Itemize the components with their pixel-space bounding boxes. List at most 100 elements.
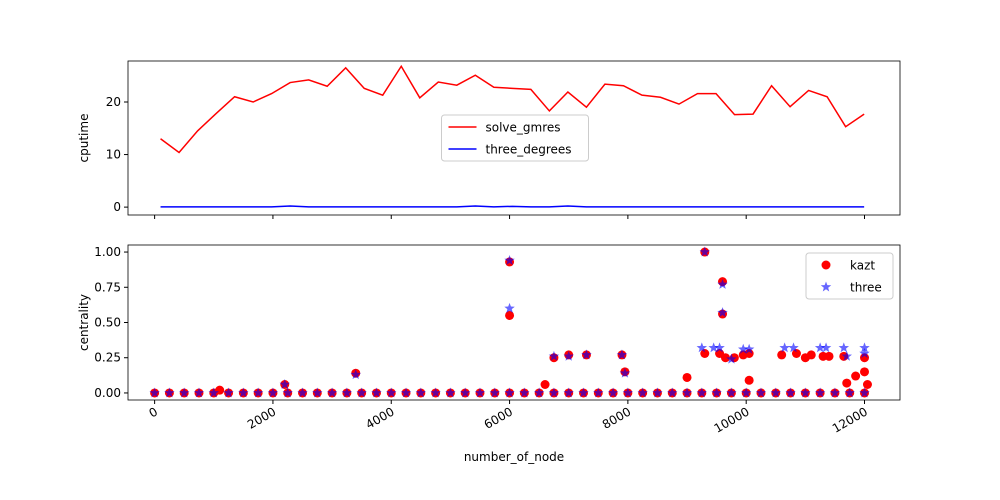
- point: [341, 387, 353, 398]
- point: [607, 387, 619, 398]
- y-tick-label: 1.00: [94, 245, 121, 259]
- point: [788, 342, 799, 353]
- point: [474, 387, 486, 398]
- point: [400, 387, 412, 398]
- legend: kazt three: [805, 252, 894, 300]
- point: [252, 387, 264, 398]
- point: [859, 348, 870, 358]
- point: [193, 387, 205, 398]
- point: [667, 387, 678, 398]
- legend-swatch: [821, 260, 831, 270]
- point: [540, 380, 550, 389]
- x-tick-label: 0: [147, 404, 161, 420]
- point: [430, 387, 441, 398]
- point: [740, 387, 752, 398]
- point: [829, 387, 841, 398]
- point: [533, 387, 545, 398]
- line: [160, 205, 865, 208]
- point: [700, 349, 710, 358]
- point: [726, 353, 737, 364]
- point: [279, 379, 290, 389]
- point: [326, 387, 338, 398]
- y-tick-label: 20: [106, 95, 121, 109]
- point: [785, 387, 796, 398]
- y-tick-label: 0: [113, 200, 121, 214]
- point: [563, 387, 574, 398]
- legend-label: three: [850, 281, 882, 295]
- y-axis-label: centrality: [77, 294, 91, 351]
- point: [838, 342, 850, 353]
- x-tick-label: 10000: [712, 404, 752, 435]
- point: [489, 387, 500, 398]
- point: [708, 342, 719, 353]
- point: [548, 387, 560, 398]
- point: [860, 367, 870, 377]
- point: [820, 342, 832, 353]
- point: [738, 343, 749, 354]
- point: [652, 387, 663, 398]
- point: [814, 387, 826, 398]
- point: [824, 351, 834, 361]
- point: [720, 353, 730, 363]
- point: [777, 350, 787, 360]
- point: [696, 342, 708, 353]
- legend-frame: [441, 114, 589, 162]
- point: [862, 380, 872, 389]
- point: [622, 387, 634, 398]
- legend-label: kazt: [850, 259, 875, 273]
- point: [717, 278, 728, 289]
- point: [696, 387, 708, 398]
- point: [297, 387, 308, 398]
- point: [814, 342, 826, 353]
- x-tick-label: 6000: [482, 404, 515, 431]
- plot-area: [160, 64, 865, 208]
- point: [800, 387, 811, 398]
- y-axis-label: cputime: [77, 114, 91, 163]
- legend: solve_gmres three_degrees: [441, 114, 589, 162]
- subplot: 0.00 0.25 0.50 0.75 1.00 0 2000 4000 6000 8000 100…: [77, 244, 901, 464]
- y-tick-label: 0.75: [94, 280, 121, 294]
- point: [770, 387, 781, 398]
- point: [223, 387, 234, 398]
- point: [791, 349, 801, 358]
- axes-frame: [127, 60, 901, 216]
- point: [637, 387, 648, 398]
- x-tick-label: 12000: [830, 404, 870, 435]
- point: [842, 378, 852, 388]
- point: [459, 387, 471, 398]
- legend-label: solve_gmres: [486, 121, 561, 135]
- legend-label: three_degrees: [486, 143, 572, 157]
- subplot: 0 10 20 cputime solve_gmres three_degrees: [77, 60, 901, 219]
- point: [149, 387, 160, 398]
- point: [178, 387, 190, 398]
- point: [578, 387, 589, 398]
- point: [744, 375, 754, 385]
- point: [743, 343, 755, 354]
- point: [215, 385, 225, 395]
- point: [859, 387, 870, 398]
- point: [505, 310, 515, 320]
- point: [681, 387, 693, 398]
- x-axis-label: number_of_node: [464, 450, 564, 464]
- point: [726, 387, 737, 398]
- point: [851, 371, 861, 381]
- point: [714, 342, 725, 353]
- x-tick-label: 4000: [363, 404, 396, 431]
- point: [445, 387, 456, 398]
- x-tick-label: 2000: [245, 404, 278, 431]
- point: [548, 350, 560, 361]
- point: [841, 350, 852, 361]
- point: [504, 255, 515, 265]
- point: [581, 349, 592, 360]
- point: [682, 372, 692, 382]
- point: [504, 302, 515, 313]
- point: [616, 349, 628, 360]
- y-tick-label: 0.25: [94, 351, 121, 365]
- plot-area: [149, 246, 872, 398]
- legend-swatch: [820, 281, 832, 292]
- point: [350, 369, 361, 380]
- point: [371, 387, 382, 398]
- point: [755, 387, 767, 398]
- point: [504, 387, 515, 398]
